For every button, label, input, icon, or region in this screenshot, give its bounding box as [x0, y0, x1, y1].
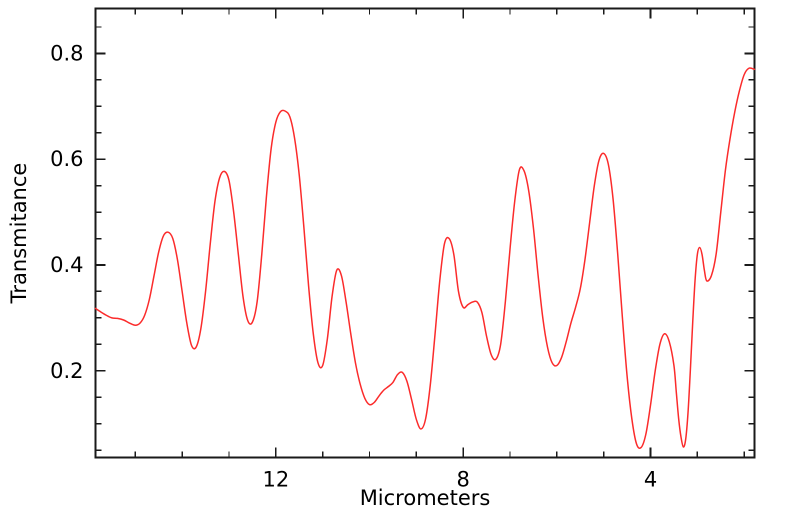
x-tick-label: 12: [262, 468, 289, 492]
x-axis-minor-ticks: [134, 8, 745, 458]
y-tick-label: 0.6: [50, 147, 83, 171]
y-tick-label: 0.8: [50, 41, 83, 65]
x-tick-label: 8: [456, 468, 469, 492]
y-axis-major-ticks: [95, 52, 755, 372]
plot-frame: [94, 7, 756, 459]
y-axis-minor-ticks: [95, 26, 755, 451]
y-axis-tick-labels: 0.2 0.4 0.6 0.8: [50, 41, 83, 382]
transmittance-curve: [94, 67, 756, 450]
x-tick-label: 4: [644, 468, 657, 492]
y-axis-title: Transmitance: [7, 163, 31, 305]
x-axis-major-ticks: [275, 8, 652, 458]
y-tick-label: 0.4: [50, 253, 83, 277]
y-tick-label: 0.2: [50, 359, 83, 383]
x-axis-title: Micrometers: [360, 486, 491, 510]
x-axis-tick-labels: 12 8 4: [262, 468, 657, 492]
